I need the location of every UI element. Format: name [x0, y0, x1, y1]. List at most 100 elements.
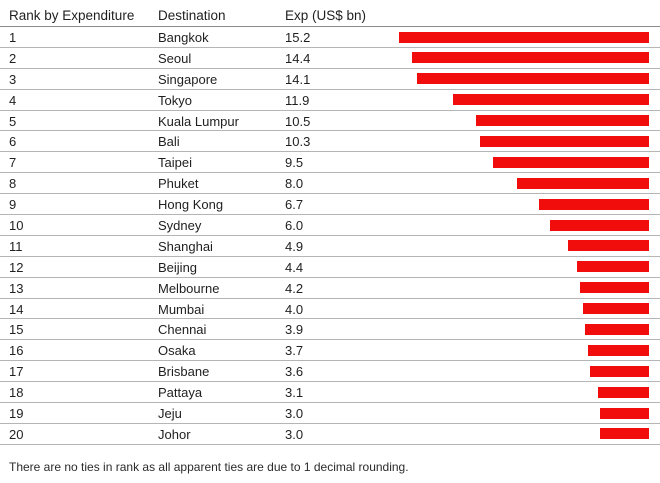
- destination-cell: Hong Kong: [158, 197, 224, 213]
- rank-cell: 8: [9, 176, 17, 192]
- expenditure-bar: [589, 365, 649, 377]
- rank-cell: 3: [9, 71, 17, 87]
- expenditure-bar: [538, 198, 649, 210]
- expenditure-cell: 10.3: [285, 134, 311, 150]
- destination-cell: Chennai: [158, 322, 207, 338]
- expenditure-cell: 4.0: [285, 301, 304, 317]
- table-row: 10 Sydney 6.0: [0, 215, 660, 236]
- expenditure-cell: 3.6: [285, 364, 304, 380]
- table-row: 3 Singapore 14.1: [0, 69, 660, 90]
- expenditure-cell: 3.0: [285, 406, 304, 422]
- expenditure-bar: [584, 323, 649, 335]
- table-row: 11 Shanghai 4.9: [0, 236, 660, 257]
- expenditure-cell: 3.1: [285, 385, 304, 401]
- rank-cell: 12: [9, 259, 24, 275]
- table-row: 17 Brisbane 3.6: [0, 361, 660, 383]
- expenditure-cell: 14.1: [285, 71, 311, 87]
- expenditure-bar: [599, 407, 649, 419]
- rank-cell: 5: [9, 113, 17, 129]
- expenditure-cell: 6.0: [285, 218, 304, 234]
- destination-cell: Johor: [158, 426, 191, 442]
- expenditure-bar: [517, 177, 649, 189]
- rank-cell: 13: [9, 280, 24, 296]
- column-header-rank: Rank by Expenditure: [9, 8, 135, 23]
- table-row: 20 Johor 3.0: [0, 424, 660, 445]
- table-row: 1 Bangkok 15.2: [0, 27, 660, 48]
- expenditure-cell: 6.7: [285, 197, 304, 213]
- destination-cell: Brisbane: [158, 364, 210, 380]
- table-row: 4 Tokyo 11.9: [0, 90, 660, 111]
- table-row: 7 Taipei 9.5: [0, 152, 660, 174]
- table-row: 19 Jeju 3.0: [0, 403, 660, 424]
- expenditure-bar: [598, 386, 649, 398]
- expenditure-cell: 3.9: [285, 322, 304, 338]
- table-row: 16 Osaka 3.7: [0, 340, 660, 362]
- expenditure-bar: [399, 31, 649, 43]
- expenditure-bar: [599, 428, 649, 440]
- table-header: Rank by Expenditure Destination Exp (US$…: [0, 0, 660, 27]
- destination-cell: Seoul: [158, 50, 192, 66]
- table-row: 15 Chennai 3.9: [0, 319, 660, 341]
- rank-cell: 15: [9, 322, 24, 338]
- expenditure-bar: [568, 240, 649, 252]
- rank-cell: 7: [9, 155, 17, 171]
- table-row: 14 Mumbai 4.0: [0, 299, 660, 320]
- table-row: 5 Kuala Lumpur 10.5: [0, 111, 660, 132]
- rank-cell: 14: [9, 301, 24, 317]
- expenditure-cell: 4.2: [285, 280, 304, 296]
- destination-cell: Osaka: [158, 343, 196, 359]
- destination-cell: Mumbai: [158, 301, 205, 317]
- expenditure-cell: 4.4: [285, 259, 304, 275]
- footnote: There are no ties in rank as all apparen…: [9, 460, 409, 474]
- rank-cell: 11: [9, 238, 23, 254]
- destination-cell: Sydney: [158, 218, 202, 234]
- column-header-expenditure: Exp (US$ bn): [285, 8, 367, 23]
- destination-cell: Taipei: [158, 155, 192, 171]
- rank-cell: 20: [9, 426, 24, 442]
- rank-cell: 19: [9, 406, 24, 422]
- expenditure-bar: [576, 261, 649, 273]
- destination-cell: Melbourne: [158, 280, 220, 296]
- expenditure-bar: [579, 282, 649, 294]
- destination-cell: Bali: [158, 134, 180, 150]
- table-row: 6 Bali 10.3: [0, 131, 660, 153]
- table-row: 18 Pattaya 3.1: [0, 382, 660, 404]
- table-row: 8 Phuket 8.0: [0, 173, 660, 195]
- destination-cell: Beijing: [158, 259, 198, 275]
- table-body: 1 Bangkok 15.2 2 Seoul 14.4 3 Singapore 14.1 4 Tok…: [0, 27, 660, 445]
- expenditure-cell: 11.9: [285, 92, 310, 108]
- expenditure-bar: [492, 156, 649, 168]
- expenditure-cell: 14.4: [285, 50, 311, 66]
- expenditure-cell: 3.0: [285, 426, 304, 442]
- table-row: 2 Seoul 14.4: [0, 48, 660, 69]
- rank-cell: 9: [9, 197, 17, 213]
- expenditure-bar: [453, 94, 649, 106]
- rank-cell: 16: [9, 343, 24, 359]
- expenditure-bar: [479, 135, 649, 147]
- expenditure-bar: [412, 52, 649, 64]
- expenditure-cell: 9.5: [285, 155, 304, 171]
- expenditure-bar: [417, 73, 649, 85]
- expenditure-cell: 15.2: [285, 30, 311, 45]
- expenditure-bar: [550, 219, 649, 231]
- rank-cell: 17: [9, 364, 24, 380]
- table-row: 9 Hong Kong 6.7: [0, 194, 660, 216]
- table-row: 13 Melbourne 4.2: [0, 278, 660, 299]
- expenditure-cell: 3.7: [285, 343, 304, 359]
- rank-cell: 18: [9, 385, 24, 401]
- destination-cell: Shanghai: [158, 238, 213, 254]
- destination-cell: Tokyo: [158, 92, 192, 108]
- expenditure-bar: [588, 344, 649, 356]
- expenditure-bar: [583, 303, 649, 315]
- rank-cell: 2: [9, 50, 17, 66]
- destination-cell: Bangkok: [158, 30, 209, 45]
- table-row: 12 Beijing 4.4: [0, 257, 660, 278]
- destination-cell: Jeju: [158, 406, 182, 422]
- expenditure-cell: 4.9: [285, 238, 304, 254]
- rank-cell: 6: [9, 134, 17, 150]
- destination-cell: Pattaya: [158, 385, 203, 401]
- expenditure-cell: 10.5: [285, 113, 311, 129]
- destination-cell: Phuket: [158, 176, 199, 192]
- rank-cell: 10: [9, 218, 24, 234]
- destination-cell: Kuala Lumpur: [158, 113, 239, 129]
